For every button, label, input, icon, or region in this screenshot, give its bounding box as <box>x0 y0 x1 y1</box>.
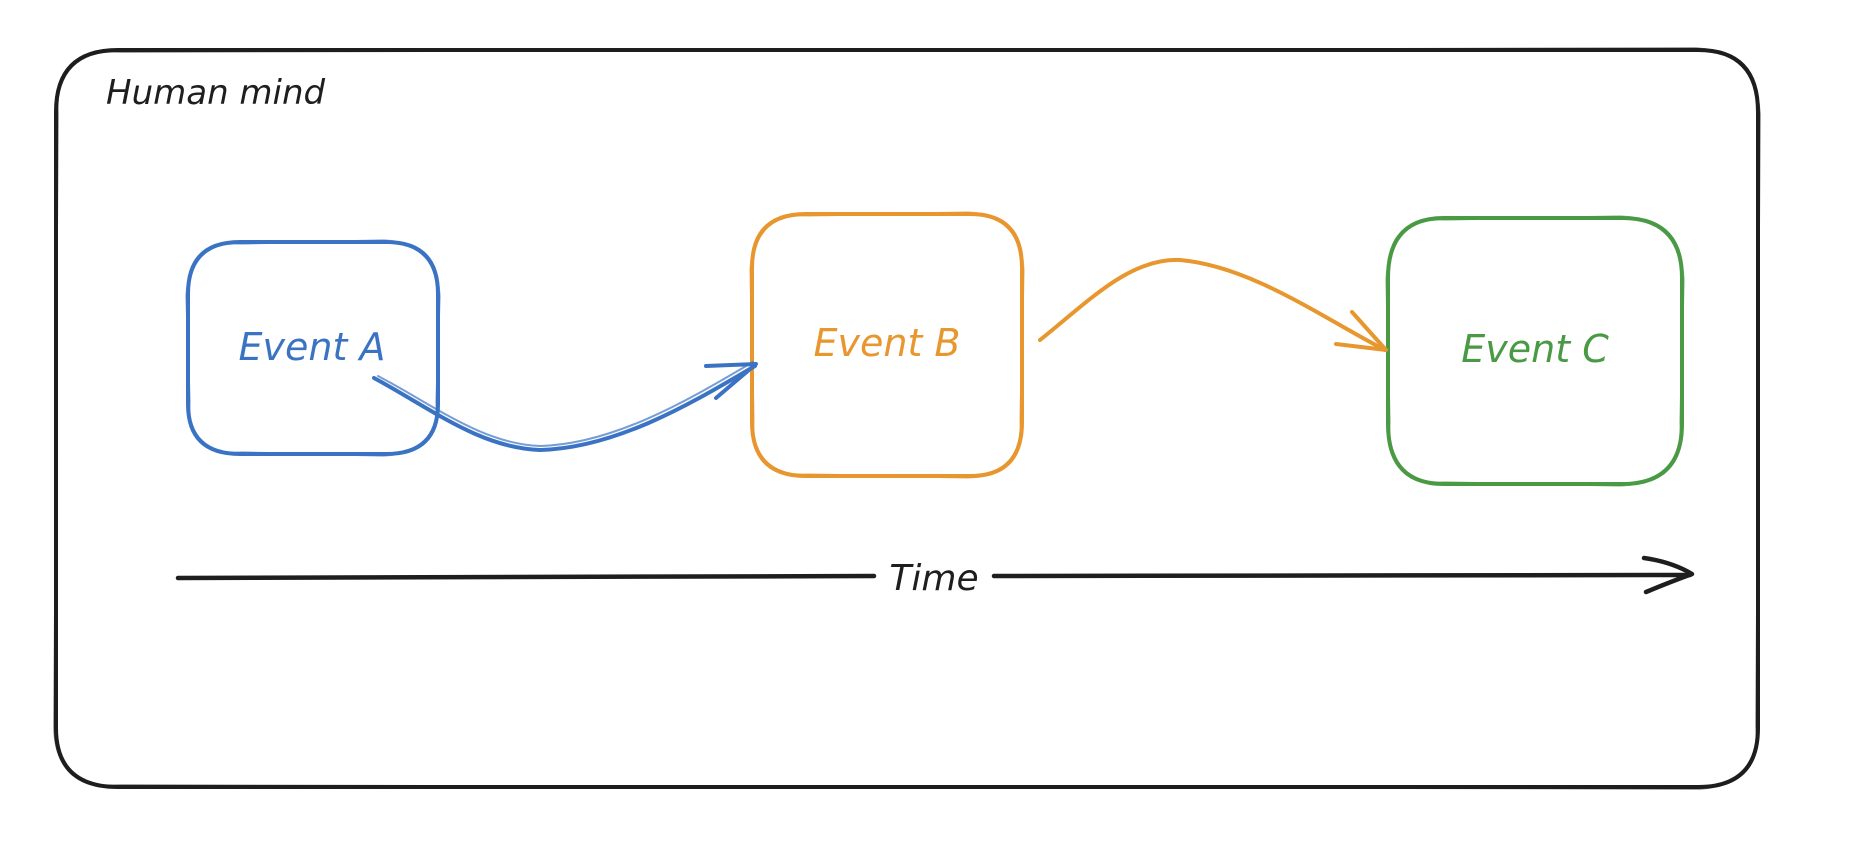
arrow-b-to-c[interactable] <box>1038 257 1388 352</box>
arrow-b-to-c-head <box>1334 310 1388 352</box>
time-axis-line-left <box>175 573 877 581</box>
human-mind-frame-border <box>54 48 1760 789</box>
event-c-label: Event C <box>1461 327 1609 371</box>
time-axis-label: Time <box>889 558 978 599</box>
time-axis-arrowhead <box>1641 555 1695 595</box>
human-mind-frame[interactable]: Human mind <box>53 47 1761 790</box>
event-c-box-sketch <box>1385 215 1685 487</box>
arrow-a-to-b-line <box>372 364 757 453</box>
arrow-b-to-c-line <box>1038 257 1387 352</box>
event-a-label: Event A <box>239 325 386 369</box>
event-b-box-sketch <box>749 211 1025 479</box>
human-mind-frame-border-sketch <box>53 47 1761 790</box>
event-b-label: Event B <box>813 321 960 365</box>
time-axis-line-right <box>991 572 1693 579</box>
event-b-node[interactable]: Event B <box>749 211 1025 479</box>
event-a-node[interactable]: Event A <box>185 239 441 457</box>
arrow-a-to-b[interactable] <box>372 361 758 453</box>
human-mind-label: Human mind <box>106 73 326 113</box>
arrow-a-to-b-line-sketch <box>377 361 754 448</box>
arrow-a-to-b-head <box>704 362 758 400</box>
event-c-node[interactable]: Event C <box>1385 215 1685 487</box>
event-a-box-sketch <box>185 239 441 457</box>
time-axis[interactable]: Time <box>175 555 1695 599</box>
